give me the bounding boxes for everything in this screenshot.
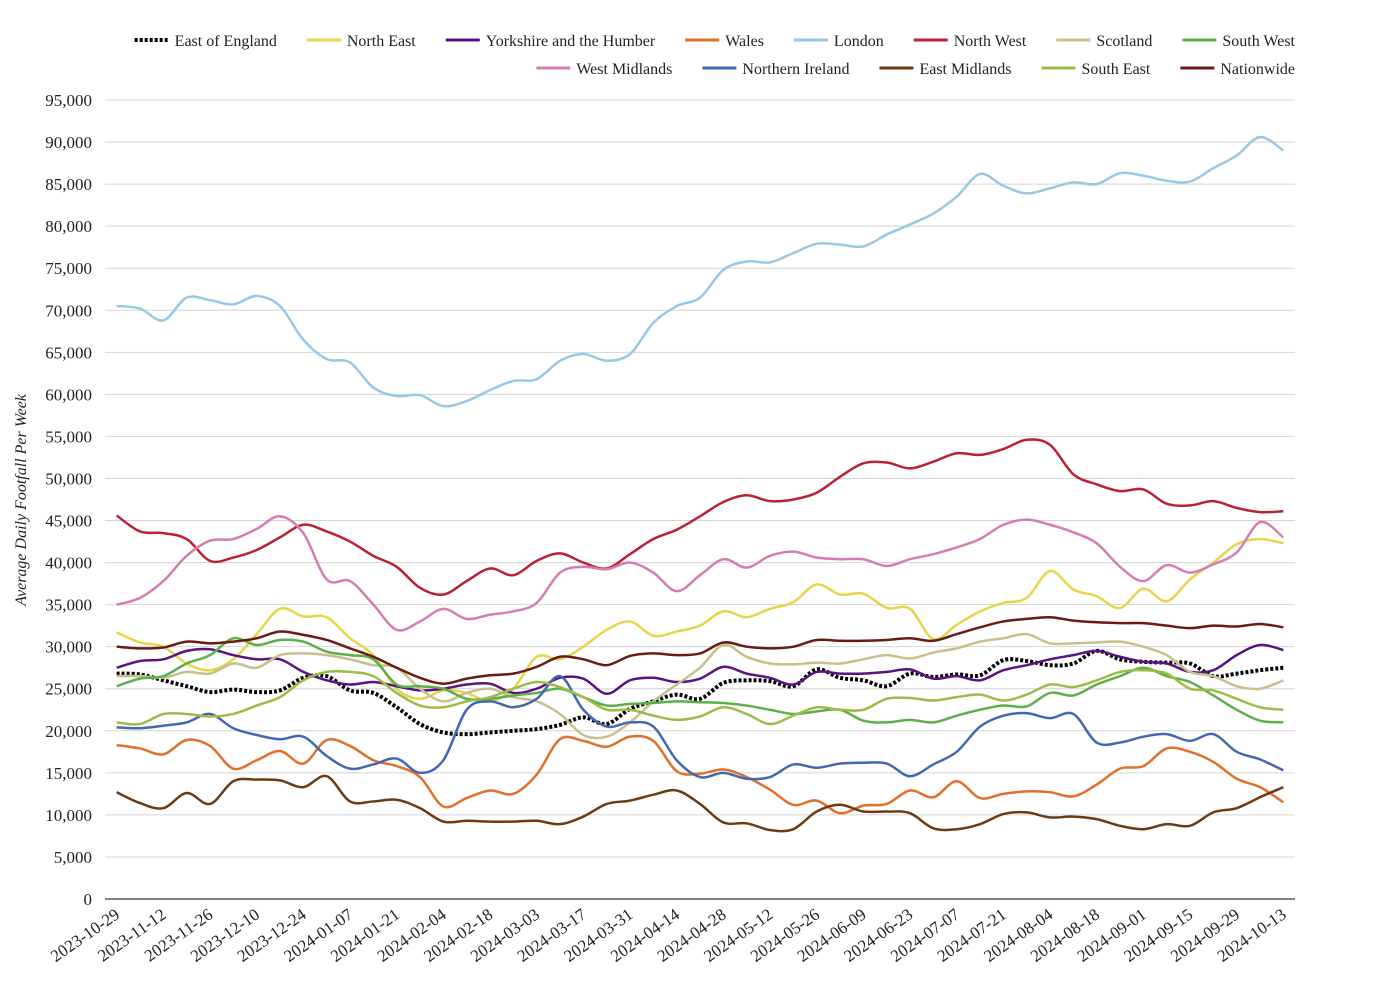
legend-item: East Midlands [879, 61, 1011, 78]
legend-label: North East [347, 33, 416, 50]
grid [105, 99, 1295, 900]
legend-item: Wales [685, 33, 764, 50]
y-tick-label: 75,000 [45, 259, 92, 278]
series-line [116, 135, 1285, 408]
legend-label: Wales [725, 33, 764, 50]
legend-label: South East [1081, 61, 1150, 78]
legend-item: South East [1041, 61, 1151, 78]
series-line [116, 648, 1284, 737]
series-line [116, 515, 1285, 632]
legend-label: East of England [175, 33, 277, 50]
y-tick-label: 85,000 [45, 175, 92, 194]
legend-item: North West [913, 33, 1027, 50]
series-line [115, 438, 1284, 597]
legend-item: London [793, 33, 884, 50]
series-line [116, 774, 1284, 833]
legend-label: North West [954, 33, 1027, 50]
series-line [116, 734, 1285, 815]
legend-item: Northern Ireland [702, 61, 849, 78]
y-tick-label: 10,000 [45, 806, 92, 825]
y-tick-label: 35,000 [45, 596, 92, 615]
legend-label: London [834, 33, 884, 50]
lines [115, 135, 1285, 833]
y-tick-label: 15,000 [45, 764, 92, 783]
series-line [116, 537, 1284, 703]
legend-item: South West [1182, 33, 1296, 50]
y-tick-label: 60,000 [45, 385, 92, 404]
y-tick-label: 80,000 [45, 217, 92, 236]
series-line [116, 643, 1284, 696]
legend-label: South West [1222, 33, 1295, 50]
y-tick-label: 95,000 [45, 91, 92, 110]
series-line [116, 615, 1284, 685]
y-tick-label: 55,000 [45, 427, 92, 446]
y-tick-label: 25,000 [45, 680, 92, 699]
y-tick-label: 30,000 [45, 638, 92, 657]
legend-label: West Midlands [576, 61, 672, 78]
legend-label: Nationwide [1220, 61, 1295, 78]
legend-item: Nationwide [1180, 61, 1295, 78]
y-tick-label: 0 [84, 890, 93, 909]
y-tick-label: 20,000 [45, 722, 92, 741]
series-line [116, 632, 1284, 740]
y-tick-label: 5,000 [54, 848, 92, 867]
y-tick-label: 50,000 [45, 469, 92, 488]
legend-item: North East [306, 33, 416, 50]
y-tick-label: 70,000 [45, 301, 92, 320]
legend-item: Scotland [1056, 33, 1152, 50]
y-tick-label: 90,000 [45, 133, 92, 152]
y-tick-label: 65,000 [45, 343, 92, 362]
series-line [116, 636, 1284, 724]
legend: East of England North East Yorkshire and t… [134, 33, 1296, 78]
legend-item: East of England [134, 33, 277, 50]
legend-label: Yorkshire and the Humber [486, 33, 656, 50]
legend-label: Northern Ireland [742, 61, 849, 78]
series-line [116, 674, 1284, 781]
y-axis-label: Average Daily Footfall Per Week [13, 393, 30, 607]
legend-item: Yorkshire and the Humber [445, 33, 656, 50]
series-line [116, 668, 1284, 726]
legend-label: Scotland [1096, 33, 1152, 50]
legend-item: West Midlands [536, 61, 672, 78]
y-tick-label: 45,000 [45, 512, 92, 531]
legend-label: East Midlands [919, 61, 1011, 78]
y-tick-label: 40,000 [45, 554, 92, 573]
